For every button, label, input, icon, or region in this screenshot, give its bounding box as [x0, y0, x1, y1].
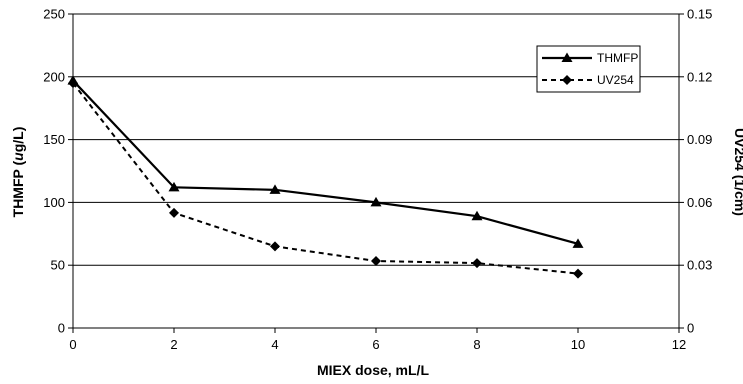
y-right-tick-label: 0.03: [687, 258, 712, 273]
y-left-tick-label: 0: [58, 321, 65, 336]
legend-label-uv254: UV254: [597, 73, 634, 87]
data-point-uv254: [573, 268, 583, 279]
data-point-uv254: [68, 78, 78, 89]
y-left-tick-label: 150: [43, 132, 65, 147]
y-axis-left-title-mu: u: [10, 152, 26, 161]
y-left-tick-label: 200: [43, 69, 65, 84]
y-left-tick-label: 100: [43, 195, 65, 210]
y-axis-left-title: THMFP (ug/L): [10, 127, 26, 218]
y-axis-left-title-post: g/L): [10, 127, 26, 153]
x-tick-label: 4: [271, 337, 278, 352]
legend-marker-thmfp: [561, 52, 573, 62]
y-left-tick-label: 250: [43, 7, 65, 22]
legend-label-thmfp: THMFP: [597, 51, 638, 65]
gridlines: [73, 76, 679, 266]
x-tick-label: 6: [372, 337, 379, 352]
data-point-thmfp: [572, 238, 584, 248]
data-point-thmfp: [471, 210, 483, 221]
data-point-uv254: [270, 241, 280, 252]
data-point-thmfp: [168, 181, 180, 192]
data-point-uv254: [371, 256, 381, 267]
data-point-uv254: [169, 207, 179, 218]
legend-marker-uv254: [562, 75, 572, 85]
data-point-thmfp: [370, 196, 382, 207]
x-tick-label: 2: [170, 337, 177, 352]
series-line-thmfp: [72, 79, 579, 245]
data-point-thmfp: [269, 184, 281, 194]
y-right-tick-label: 0.09: [687, 132, 712, 147]
y-axis-right-title: UV254 (1/cm): [732, 128, 743, 216]
y-left-tick-label: 50: [51, 258, 65, 273]
series-layer: [67, 75, 584, 279]
x-tick-label: 8: [473, 337, 480, 352]
y-axis-left-title-pre: THMFP (: [10, 161, 26, 218]
y-right-tick-label: 0.15: [687, 7, 712, 22]
y-right-tick-label: 0.12: [687, 69, 712, 84]
y-right-tick-label: 0.06: [687, 195, 712, 210]
legend: THMFP UV254: [536, 45, 641, 93]
legend-box: [536, 45, 641, 93]
x-tick-label: 10: [571, 337, 585, 352]
x-tick-label: 12: [672, 337, 686, 352]
x-axis-title: MIEX dose, mL/L: [317, 362, 429, 378]
y-right-tick-label: 0: [687, 321, 694, 336]
data-point-uv254: [472, 258, 482, 269]
x-tick-label: 0: [69, 337, 76, 352]
series-line-uv254: [72, 82, 579, 275]
